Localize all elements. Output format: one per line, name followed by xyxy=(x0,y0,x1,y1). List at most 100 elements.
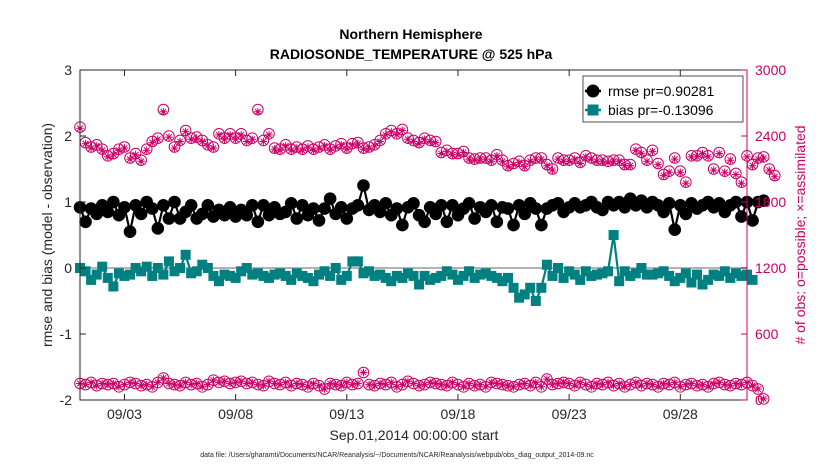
obs-assimilated-point xyxy=(504,163,512,171)
chart-title: Northern Hemisphere xyxy=(339,26,482,42)
obs-possible-point xyxy=(385,124,398,137)
rmse-point xyxy=(318,202,331,215)
obs-assimilated-point xyxy=(226,131,234,139)
bias-point xyxy=(108,281,119,292)
rmse-series xyxy=(73,179,770,238)
rmse-point xyxy=(679,207,693,221)
obs-assimilated-point xyxy=(765,166,774,174)
obs-assimilated-point xyxy=(554,379,562,388)
obs-assimilated-point xyxy=(204,380,212,389)
rmse-point xyxy=(418,215,431,229)
bias-point xyxy=(275,268,286,279)
obs-possible-point xyxy=(680,176,692,188)
obs-assimilated-point xyxy=(370,381,379,390)
bias-point xyxy=(586,270,597,281)
bias-point xyxy=(708,269,719,280)
obs-assimilated-point xyxy=(526,157,535,166)
bias-point xyxy=(514,292,525,303)
obs-assimilated-point xyxy=(165,379,173,388)
obs-assimilated-point xyxy=(348,141,357,149)
bias-point xyxy=(341,270,352,281)
obs-assimilated-point xyxy=(443,147,451,156)
obs-assimilated-point xyxy=(648,380,657,389)
bias-point xyxy=(347,256,358,267)
obs-possible-point xyxy=(641,154,653,166)
chart-subtitle: RADIOSONDE_TEMPERATURE @ 525 hPa xyxy=(270,46,553,62)
obs-possible-point xyxy=(724,153,737,165)
x-tick-label: 09/23 xyxy=(552,406,587,422)
obs-assimilated-point xyxy=(559,378,568,387)
obs-assimilated-point xyxy=(481,155,490,163)
obs-assimilated-point xyxy=(198,137,207,146)
bias-point xyxy=(230,272,241,283)
bias-point xyxy=(213,276,224,287)
obs-possible-point xyxy=(652,157,664,170)
obs-assimilated-point xyxy=(98,379,107,388)
rmse-point xyxy=(257,199,270,212)
y-axis-label: rmse and bias (model - observation) xyxy=(39,123,55,347)
obs-assimilated-point xyxy=(237,131,245,139)
y-tick-label: -1 xyxy=(60,326,73,342)
obs-assimilated-point xyxy=(481,383,490,391)
obs-assimilated-point xyxy=(543,161,551,170)
bias-point xyxy=(397,272,408,283)
obs-assimilated-point xyxy=(620,383,629,391)
obs-assimilated-point xyxy=(687,153,696,161)
bias-point xyxy=(569,269,580,280)
obs-possible-point xyxy=(135,154,147,166)
obs-assimilated-point xyxy=(370,142,379,150)
bias-point xyxy=(519,289,530,300)
obs-assimilated-point xyxy=(565,379,573,388)
obs-assimilated-point xyxy=(415,381,423,390)
bias-point xyxy=(319,266,330,277)
obs-assimilated-point xyxy=(554,155,562,163)
bias-point xyxy=(575,274,586,285)
legend-rmse-label: rmse pr=0.90281 xyxy=(608,83,714,99)
y-axis-label-right: # of obs: o=possible; ×=assimilated xyxy=(792,125,808,344)
obs-possible-point xyxy=(179,124,192,137)
obs-assimilated-point xyxy=(109,379,118,388)
rmse-point xyxy=(340,212,354,225)
obs-assimilated-point xyxy=(176,381,184,390)
obs-assimilated-point xyxy=(748,381,757,390)
obs-assimilated-point xyxy=(404,377,412,386)
bias-point xyxy=(669,276,680,287)
obs-assimilated-point xyxy=(565,157,573,166)
bias-point xyxy=(625,270,636,281)
bias-point xyxy=(630,268,641,279)
obs-assimilated-point xyxy=(142,380,151,389)
obs-assimilated-point xyxy=(676,383,685,391)
bias-point xyxy=(241,263,252,273)
obs-assimilated-point xyxy=(365,380,373,389)
obs-assimilated-point xyxy=(309,146,318,155)
obs-assimilated-point xyxy=(509,383,518,391)
obs-assimilated-point xyxy=(498,380,507,389)
bias-point xyxy=(236,266,247,277)
obs-assimilated-point xyxy=(115,383,123,391)
obs-possible-point xyxy=(707,163,720,175)
obs-assimilated-point xyxy=(276,380,284,389)
rmse-point xyxy=(446,199,459,212)
obs-assimilated-point xyxy=(615,379,623,388)
bias-point xyxy=(480,268,491,279)
bias-point xyxy=(714,270,725,281)
obs-assimilated-point xyxy=(87,144,95,152)
obs-assimilated-point xyxy=(359,145,368,153)
bias-point xyxy=(686,277,697,288)
rmse-point xyxy=(379,197,393,210)
obs-assimilated-point xyxy=(582,380,590,389)
obs-assimilated-point xyxy=(209,144,218,152)
obs-assimilated-point xyxy=(337,141,346,149)
obs-assimilated-point xyxy=(626,161,635,170)
bias-point xyxy=(269,269,280,280)
obs-assimilated-point xyxy=(159,108,168,116)
rmse-point xyxy=(507,218,520,232)
obs-assimilated-point xyxy=(409,379,418,388)
obs-assimilated-point xyxy=(509,160,518,169)
bias-point xyxy=(591,269,602,280)
obs-assimilated-point xyxy=(682,380,690,389)
obs-possible-point xyxy=(163,130,175,142)
obs-assimilated-point xyxy=(204,142,212,150)
bias-point xyxy=(680,268,691,279)
rmse-point xyxy=(107,195,120,209)
